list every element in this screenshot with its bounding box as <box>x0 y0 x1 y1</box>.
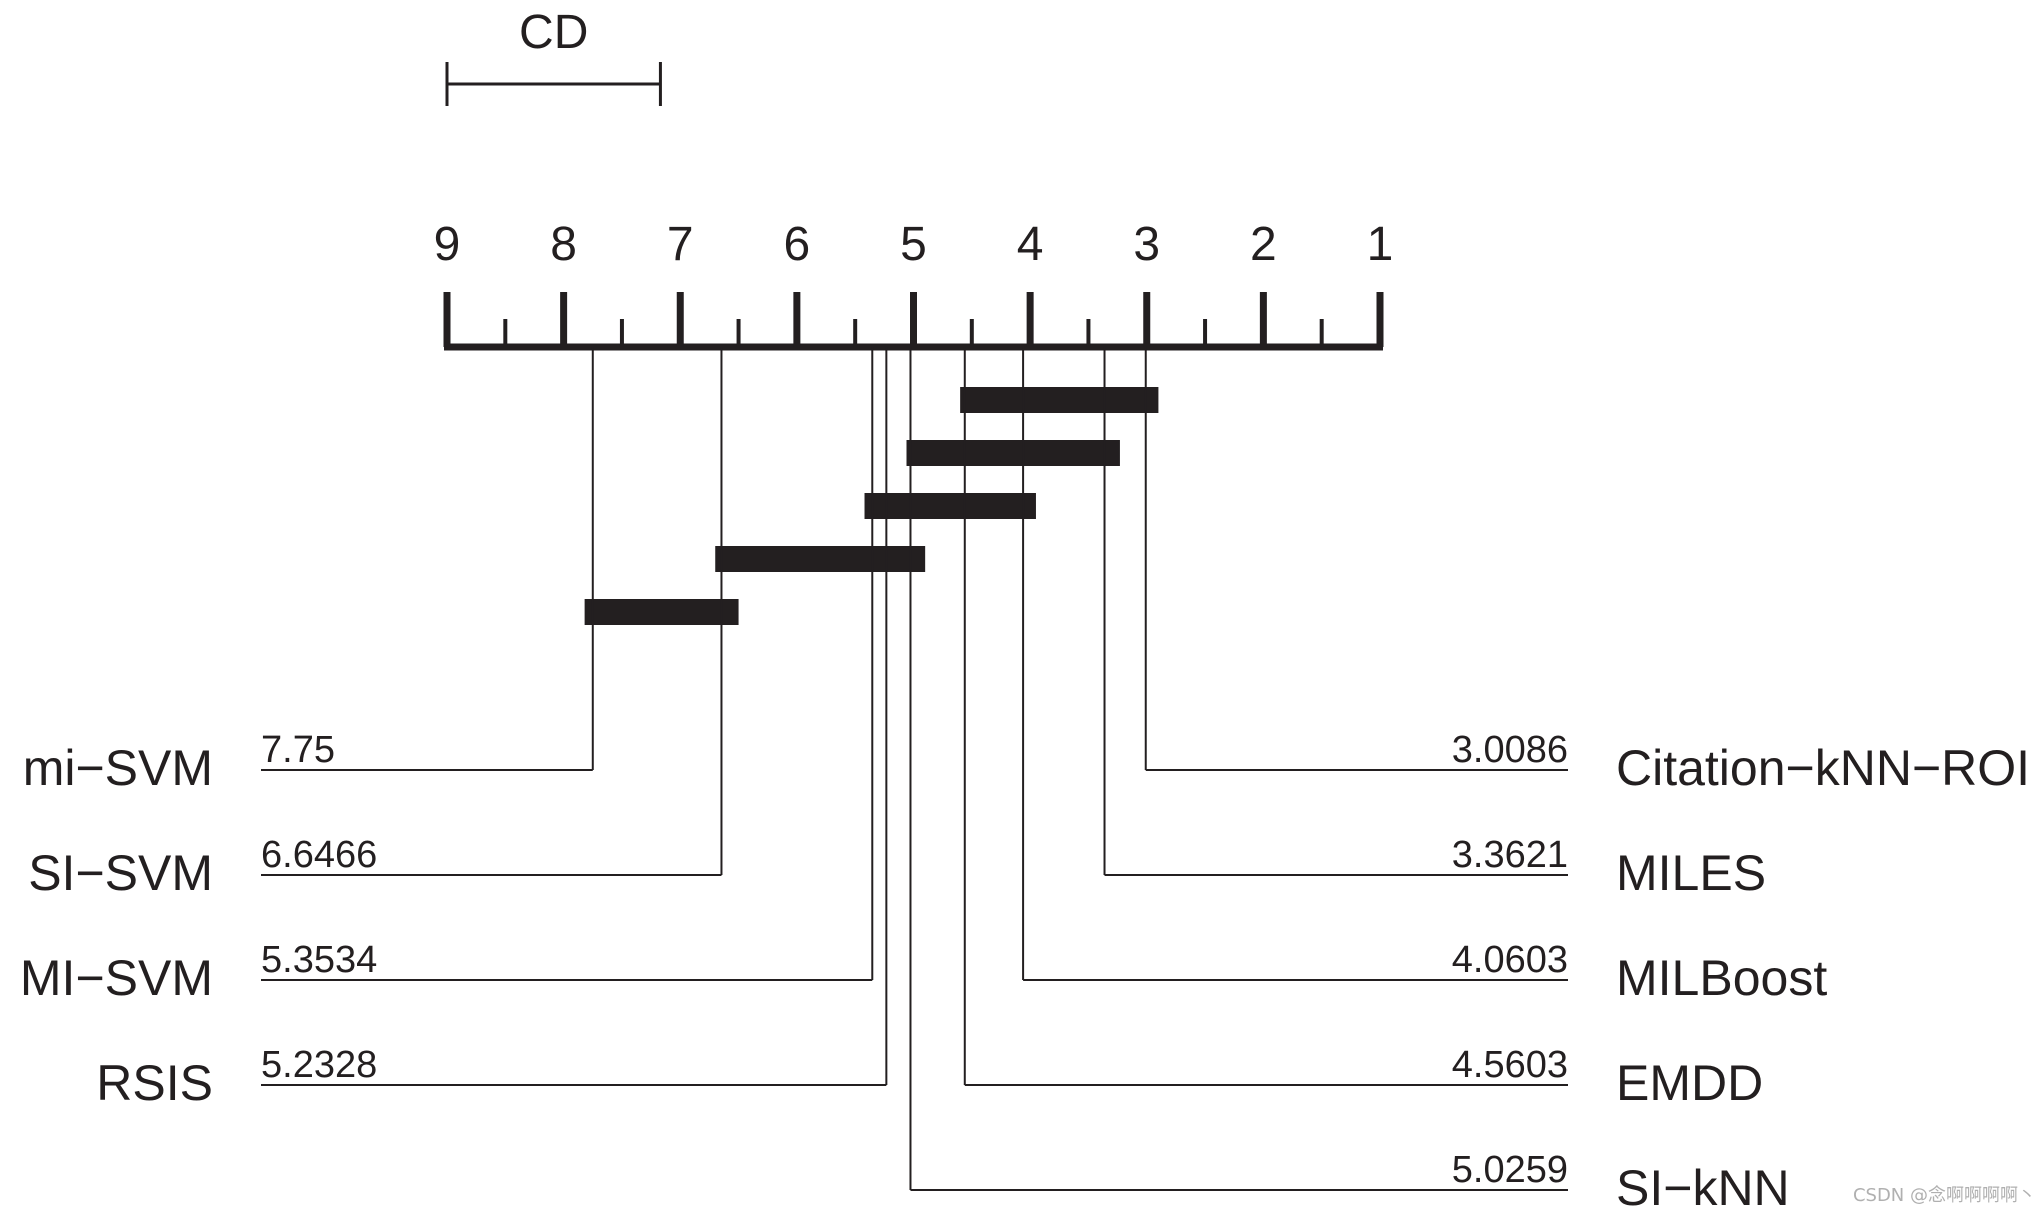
clique-bar <box>906 440 1120 466</box>
method-name: SI−SVM <box>28 845 213 901</box>
tick-label-4: 4 <box>1017 218 1044 271</box>
method-name: MILBoost <box>1616 950 1827 1006</box>
rank-value: 4.5603 <box>1452 1044 1568 1086</box>
method-labels: 7.75 mi−SVM 6.6466 SI−SVM 5.3534 MI−SVM 5.2328… <box>20 729 2030 1213</box>
clique-bars <box>584 387 1159 625</box>
method-name: MILES <box>1616 845 1766 901</box>
method-name: RSIS <box>96 1055 213 1111</box>
tick-label-3: 3 <box>1133 218 1160 271</box>
method-name: mi−SVM <box>23 740 213 796</box>
method-name: MI−SVM <box>20 950 213 1006</box>
tick-label-8: 8 <box>550 218 577 271</box>
rank-value: 5.3534 <box>261 939 377 981</box>
cd-label: CD <box>519 6 588 59</box>
rank-value: 3.0086 <box>1452 729 1568 771</box>
rank-axis: 9 8 7 6 5 4 3 2 1 <box>434 218 1394 351</box>
rank-value: 7.75 <box>261 729 335 771</box>
rank-value: 5.0259 <box>1452 1149 1568 1191</box>
tick-label-6: 6 <box>784 218 811 271</box>
rank-value: 3.3621 <box>1452 834 1568 876</box>
rank-value: 6.6466 <box>261 834 377 876</box>
tick-label-2: 2 <box>1250 218 1277 271</box>
clique-bar <box>584 599 739 625</box>
tick-label-1: 1 <box>1367 218 1394 271</box>
rank-value: 5.2328 <box>261 1044 377 1086</box>
watermark: CSDN @念啊啊啊啊丶 <box>1852 1185 2036 1206</box>
cd-indicator: CD <box>445 6 662 106</box>
tick-label-5: 5 <box>900 218 927 271</box>
clique-bar <box>715 546 926 572</box>
rank-value: 4.0603 <box>1452 939 1568 981</box>
tick-label-7: 7 <box>667 218 694 271</box>
method-name: SI−kNN <box>1616 1160 1790 1213</box>
method-connectors <box>261 347 1568 1191</box>
method-name: EMDD <box>1616 1055 1763 1111</box>
tick-label-9: 9 <box>434 218 461 271</box>
method-name: Citation−kNN−ROI <box>1616 740 2030 796</box>
clique-bar <box>864 493 1036 519</box>
clique-bar <box>960 387 1159 413</box>
